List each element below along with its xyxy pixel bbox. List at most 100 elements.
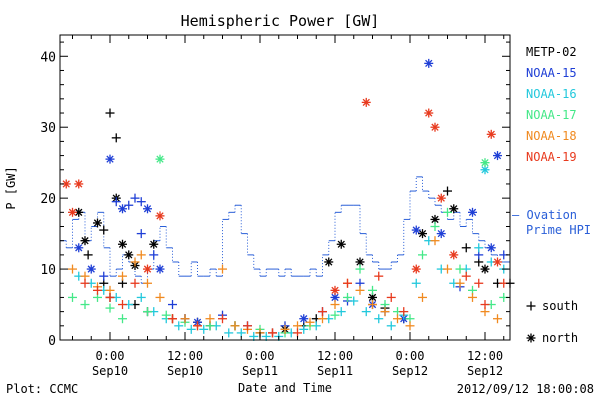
point-noaa-18-south [468,292,477,302]
star-d2 [337,240,345,248]
star-d2 [487,244,495,252]
star-d2 [493,151,502,160]
star-d2 [487,130,495,138]
point-noaa-19-north [155,211,165,221]
x-tick-label-time: 0:00 [96,349,125,363]
point-noaa-17-south [105,303,115,313]
point-noaa-18-south [205,314,215,324]
point-noaa-19-north [74,179,84,189]
star-d2 [75,180,83,188]
legend-item: METP-02 [526,45,577,59]
y-tick-label: 30 [40,121,56,136]
point-noaa-16-south [236,328,246,338]
point-noaa-19-south [474,278,484,288]
point-noaa-17-south [430,222,440,232]
point-noaa-16-south [199,324,209,334]
point-metp-02-north [149,239,159,249]
point-noaa-19-south [399,307,409,317]
y-axis-label: P [GW] [4,166,18,209]
point-noaa-17-south [118,314,127,324]
point-noaa-18-south [455,278,465,288]
point-noaa-19-south [374,271,384,281]
point-noaa-18-south [393,314,402,324]
point-noaa-16-south [336,307,346,317]
y-tick-label: 0 [48,334,56,349]
x-tick-label-time: 12:00 [167,349,203,363]
point-metp-02-north [336,239,346,249]
point-noaa-17-south [68,292,77,302]
star-d2 [93,219,102,227]
star-d2 [87,265,95,273]
point-metp-02-north [118,239,127,249]
star-d2 [368,293,377,302]
star-d2 [412,265,420,273]
point-noaa-16-south [174,321,184,331]
point-noaa-18-south [418,292,427,302]
point-noaa-17-north [155,154,165,164]
star-d2 [68,208,77,216]
point-metp-02-north [324,257,334,267]
point-noaa-17-south [343,292,352,302]
point-noaa-17-south [80,300,90,310]
point-noaa-19-south [130,278,140,288]
point-metp-02-north [480,264,490,274]
point-noaa-19-north [330,285,340,295]
y-tick-label: 10 [40,263,56,278]
point-noaa-19-south [168,314,177,324]
point-metp-02-north [124,250,134,260]
point-noaa-15-north [299,314,309,324]
point-metp-02-south [443,186,452,196]
point-noaa-18-south [493,314,502,324]
point-noaa-19-south [243,321,252,331]
point-noaa-16-south [249,331,259,341]
point-noaa-19-south [386,292,396,302]
point-metp-02-south [83,250,93,260]
x-tick-label-time: 0:00 [396,349,425,363]
point-noaa-19-north [436,193,446,203]
point-noaa-19-south [293,328,302,338]
point-noaa-15-south [124,200,134,210]
star-d2 [62,180,70,188]
point-noaa-15-south [136,197,146,207]
star-d2 [143,265,152,273]
x-tick-label-time: 12:00 [467,349,503,363]
point-noaa-18-south [405,321,415,331]
point-noaa-15-north [155,264,165,274]
star-d2 [356,258,364,266]
point-noaa-15-north [486,243,496,253]
point-noaa-19-north [143,264,152,274]
point-noaa-17-south [455,264,465,274]
point-metp-02-north [93,218,102,228]
point-noaa-15-north [436,229,446,239]
x-tick-label-date: Sep10 [167,364,203,378]
point-noaa-18-south [355,285,365,295]
point-noaa-19-north [361,97,371,107]
point-noaa-19-north [411,264,421,274]
point-noaa-15-north [424,58,434,68]
star-d2 [331,286,339,295]
axes: 0102030400:00Sep1012:00Sep100:00Sep1112:… [40,34,511,378]
point-noaa-19-north [486,129,496,139]
point-noaa-19-south [218,314,227,324]
point-noaa-19-north [424,108,434,118]
point-noaa-18-south [143,278,152,288]
point-noaa-16-south [136,292,146,302]
point-noaa-16-south [386,321,396,331]
star-d2 [118,205,127,213]
point-noaa-18-south [118,271,127,281]
star-d2 [125,251,133,259]
point-noaa-17-south [161,310,171,320]
star-d2 [468,208,477,216]
star-d2 [75,244,83,252]
point-noaa-15-north [468,207,477,217]
point-noaa-15-south [111,197,121,207]
point-noaa-17-south [368,285,377,295]
point-noaa-16-south [186,324,196,334]
x-tick-label-date: Sep11 [317,364,353,378]
legend-marker-south [526,301,536,311]
point-metp-02-north [449,204,459,214]
star-d2 [156,155,164,163]
y-tick-label: 20 [40,192,56,207]
star-d2 [481,265,489,273]
point-noaa-18-south [305,317,315,327]
